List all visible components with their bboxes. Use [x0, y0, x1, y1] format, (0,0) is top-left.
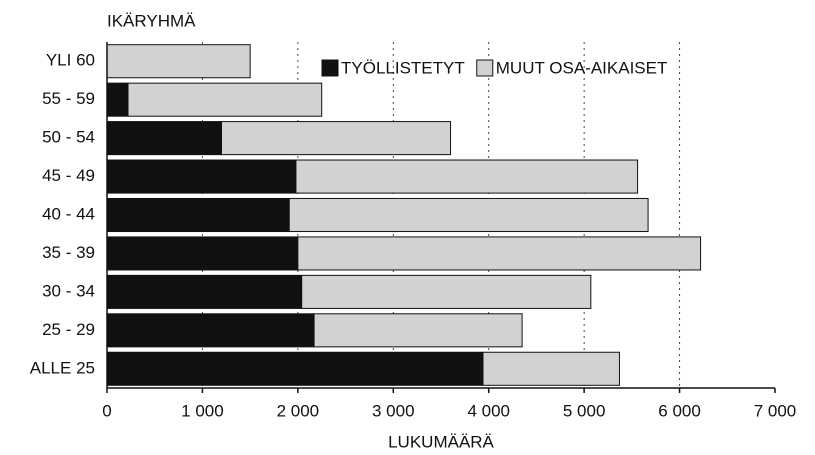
- bar-segment: [106, 197, 290, 233]
- y-tick-label: 25 - 29: [42, 320, 95, 339]
- bar-segment: [106, 159, 297, 194]
- x-tick-label: 7 000: [754, 401, 797, 420]
- x-tick-label: 0: [102, 401, 111, 420]
- y-tick-label: 30 - 34: [42, 281, 95, 300]
- x-tick-label: 6 000: [658, 401, 701, 420]
- bar-segment: [106, 274, 303, 309]
- y-tick-label: 40 - 44: [42, 204, 95, 223]
- legend-swatch: [476, 59, 494, 77]
- legend-label: MUUT OSA-AIKAISET: [496, 58, 668, 77]
- bar-segment: [301, 274, 592, 309]
- x-tick-label: 1 000: [181, 401, 224, 420]
- x-tick-label: 5 000: [563, 401, 606, 420]
- chart-title: IKÄRYHMÄ: [107, 11, 196, 30]
- x-tick-label: 2 000: [277, 401, 320, 420]
- bar-segment: [127, 82, 323, 117]
- bar-segment: [106, 236, 299, 271]
- y-tick-label: ALLE 25: [30, 358, 95, 377]
- bar-segment: [288, 197, 649, 233]
- y-tick-label: 45 - 49: [42, 166, 95, 185]
- bar-segment: [106, 313, 315, 348]
- x-axis-label: LUKUMÄÄRÄ: [388, 432, 494, 451]
- legend-swatch: [321, 59, 339, 77]
- bar-segment: [106, 121, 223, 156]
- bar-segment: [106, 82, 129, 117]
- bar-segment: [106, 44, 251, 79]
- bar-segment: [221, 121, 452, 156]
- x-tick-label: 4 000: [467, 401, 510, 420]
- bar-segment: [482, 351, 620, 386]
- y-tick-label: 35 - 39: [42, 243, 95, 262]
- bar-segment: [297, 236, 702, 271]
- y-tick-label: 55 - 59: [42, 89, 95, 108]
- x-tick-label: 3 000: [372, 401, 415, 420]
- y-tick-label: 50 - 54: [42, 128, 95, 147]
- bar-segment: [106, 351, 484, 386]
- bar-segment: [313, 313, 523, 348]
- bar-segment: [295, 159, 639, 194]
- y-tick-label: YLI 60: [46, 51, 95, 70]
- legend-label: TYÖLLISTETYT: [341, 58, 465, 77]
